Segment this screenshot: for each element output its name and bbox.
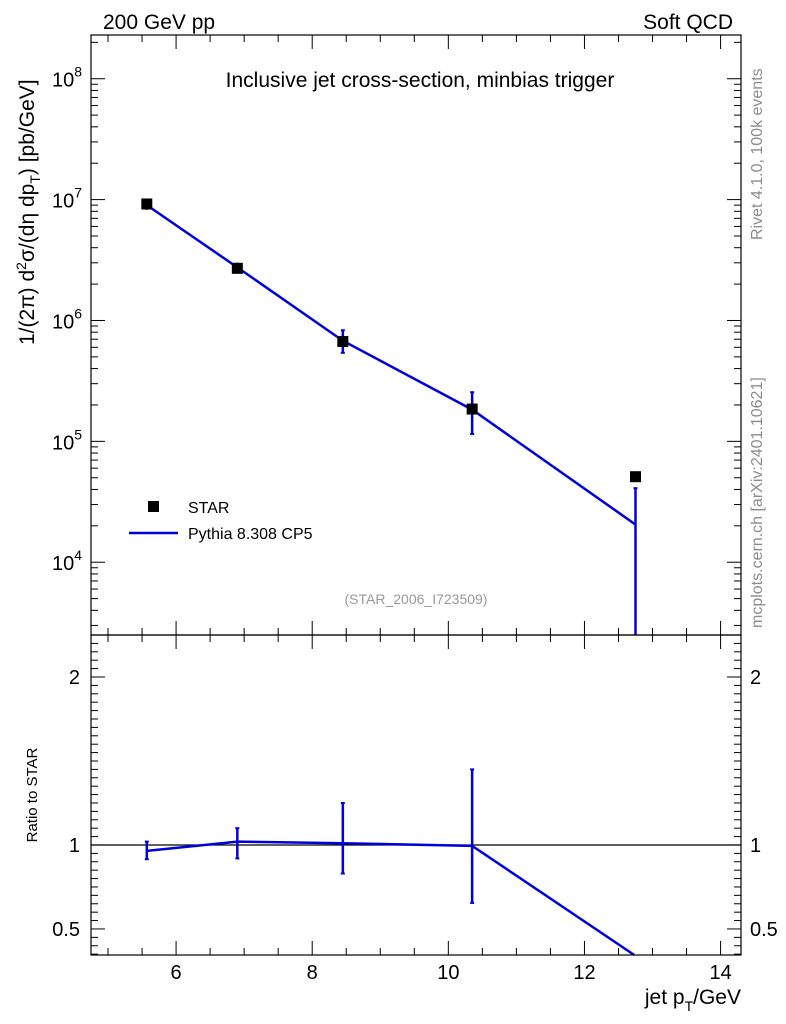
ratio-axis-ticks bbox=[91, 634, 741, 955]
y-tick-label-exp: 5 bbox=[74, 426, 82, 442]
rivet-version-label: Rivet 4.1.0, 100k events bbox=[749, 68, 766, 240]
y-tick-label-base: 10 bbox=[52, 311, 74, 333]
main-frame bbox=[90, 34, 742, 636]
xlabel-pre: jet p bbox=[644, 986, 685, 1009]
ratio-y-tick-label-right: 0.5 bbox=[750, 919, 778, 941]
ratio-y-tick-label: 2 bbox=[69, 667, 80, 689]
source-label: mcplots.cern.ch [arXiv:2401.10621] bbox=[749, 377, 766, 628]
ylabel-sup: 2 bbox=[13, 262, 29, 270]
main-axis-ticks bbox=[91, 35, 741, 635]
y-tick-label-exp: 7 bbox=[74, 185, 82, 201]
y-tick-label-base: 10 bbox=[52, 70, 74, 92]
main-panel: Inclusive jet cross-section, minbias tri… bbox=[13, 34, 742, 636]
ylabel-pre: 1/(2π) d bbox=[16, 270, 39, 345]
analysis-watermark: (STAR_2006_I723509) bbox=[345, 591, 488, 607]
legend: STAR Pythia 8.308 CP5 bbox=[129, 500, 313, 543]
x-tick-labels: 6 8 10 12 14 bbox=[171, 962, 732, 984]
y-tick-label-base: 10 bbox=[52, 432, 74, 454]
mc-line bbox=[146, 204, 637, 526]
data-point bbox=[231, 262, 243, 274]
data-point bbox=[141, 198, 153, 210]
xlabel-post: /GeV bbox=[693, 986, 741, 1009]
ylabel-mid: σ/(dη dp bbox=[16, 184, 39, 262]
ratio-line bbox=[146, 840, 635, 957]
main-data-marks bbox=[141, 198, 642, 635]
x-tick-label: 8 bbox=[307, 962, 318, 984]
y-tick-label-base: 10 bbox=[52, 191, 74, 213]
y-tick-label-base: 10 bbox=[52, 553, 74, 575]
ratio-y-tick-label: 0.5 bbox=[52, 919, 80, 941]
ratio-y-tick-label-right: 1 bbox=[750, 835, 761, 857]
header-category-label: Soft QCD bbox=[643, 11, 733, 34]
x-tick-label: 6 bbox=[171, 962, 182, 984]
ylabel-sub: T bbox=[27, 175, 43, 184]
ratio-y-axis-label: Ratio to STAR bbox=[24, 747, 41, 842]
legend-star-label: STAR bbox=[188, 500, 229, 517]
y-tick-label: 104 bbox=[52, 547, 82, 575]
x-tick-label: 10 bbox=[437, 962, 459, 984]
y-tick-label: 107 bbox=[52, 185, 82, 213]
x-tick-label: 12 bbox=[573, 962, 595, 984]
ratio-y-tick-label: 1 bbox=[69, 835, 80, 857]
ratio-y-tick-label-right: 2 bbox=[750, 667, 761, 689]
y-tick-label: 106 bbox=[52, 305, 82, 333]
y-tick-label: 108 bbox=[52, 64, 82, 92]
ratio-y-tick-labels: 0.5 0.5 1 1 2 2 bbox=[52, 667, 778, 941]
y-tick-label-exp: 8 bbox=[74, 64, 82, 80]
legend-pythia-label: Pythia 8.308 CP5 bbox=[188, 526, 313, 543]
ratio-data-marks bbox=[91, 768, 741, 957]
y-tick-label: 105 bbox=[52, 426, 82, 454]
chart-title: Inclusive jet cross-section, minbias tri… bbox=[226, 69, 615, 92]
x-tick-label: 14 bbox=[709, 962, 731, 984]
x-axis-label: jet pT/GeV bbox=[644, 986, 741, 1014]
y-tick-label-exp: 6 bbox=[74, 305, 82, 321]
ylabel-post: ) [pb/GeV] bbox=[16, 79, 39, 175]
main-y-axis-label: 1/(2π) d2σ/(dη dpT) [pb/GeV] bbox=[13, 79, 43, 345]
data-point bbox=[630, 471, 642, 483]
ratio-panel: 0.5 0.51 12 2 6 8 10 12 14 Ratio to STAR jet pT… bbox=[24, 634, 778, 1014]
legend-star-marker bbox=[148, 501, 159, 512]
data-point bbox=[466, 403, 478, 415]
header-energy-label: 200 GeV pp bbox=[103, 11, 215, 34]
data-point bbox=[337, 335, 349, 347]
y-tick-label-exp: 4 bbox=[74, 547, 82, 563]
xlabel-sub: T bbox=[685, 998, 694, 1014]
ratio-frame bbox=[90, 634, 742, 956]
